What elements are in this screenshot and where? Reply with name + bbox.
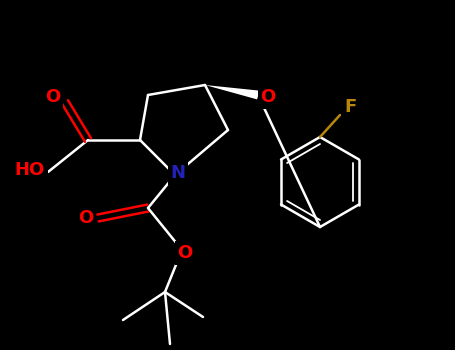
Text: O: O: [177, 244, 192, 262]
Text: O: O: [78, 209, 94, 227]
Text: HO: HO: [15, 161, 45, 179]
Text: F: F: [344, 98, 356, 116]
Text: O: O: [260, 88, 276, 106]
Text: N: N: [171, 164, 186, 182]
Text: O: O: [46, 88, 61, 106]
Polygon shape: [205, 85, 259, 99]
